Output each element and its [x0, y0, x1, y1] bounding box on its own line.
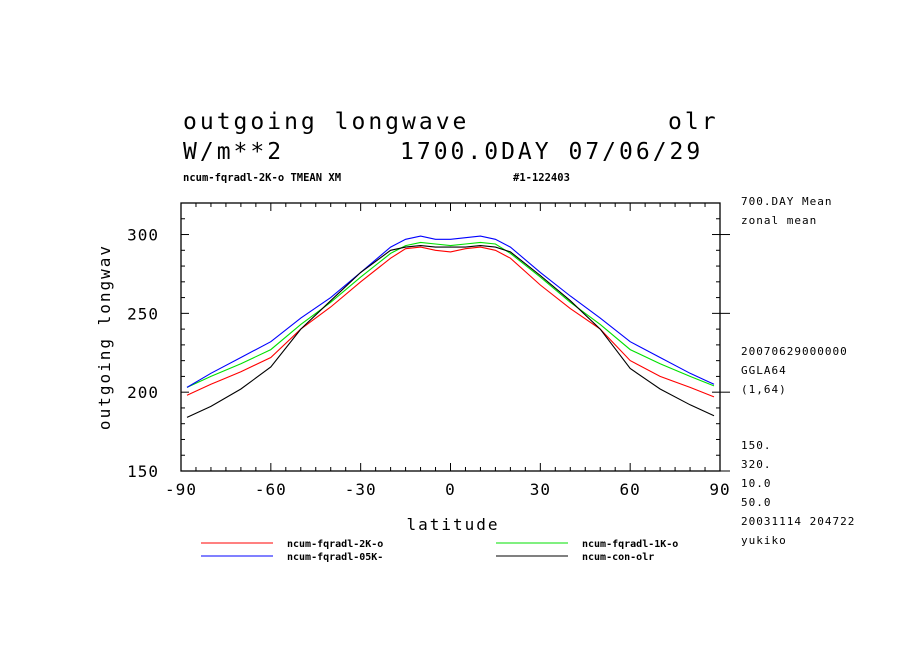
- tick-labels: -90 -60 -30 0 30 60 90 150 200 250 300: [127, 226, 730, 499]
- run-id-label: #1-122403: [513, 172, 570, 184]
- legend-label: ncum-fqradl-2K-o: [287, 539, 383, 550]
- legend-label: ncum-fqradl-1K-o: [582, 539, 678, 550]
- series-line-ncum-fqradl-1K-o: [186, 241, 715, 388]
- y-tick-label: 150: [127, 462, 159, 481]
- legend: ncum-fqradl-2K-o ncum-fqradl-1K-o ncum-fqr…: [201, 539, 678, 563]
- series-lines: [186, 235, 715, 418]
- series-line-ncum-fqradl-2K-o: [186, 246, 715, 398]
- x-tick-label: -30: [345, 480, 377, 499]
- x-tick-label: -90: [165, 480, 197, 499]
- y-tick-label: 300: [127, 226, 159, 245]
- side-info-index: (1,64): [741, 383, 787, 396]
- y-tick-label: 200: [127, 383, 159, 402]
- chart-title: outgoing longwave: [183, 109, 470, 135]
- y-axis-label: outgoing longwav: [95, 244, 114, 430]
- plot-frame: [180, 202, 721, 472]
- side-info-user: yukiko: [741, 534, 787, 547]
- side-info-zonal: zonal mean: [741, 214, 818, 227]
- axis-ticks: [180, 202, 730, 472]
- experiment-label: ncum-fqradl-2K-o TMEAN XM: [183, 172, 342, 184]
- side-info-ymin: 150.: [741, 439, 772, 452]
- x-tick-label: 30: [530, 480, 551, 499]
- side-info-mean: 700.DAY Mean: [741, 195, 833, 208]
- x-tick-label: 90: [709, 480, 730, 499]
- side-info-minor: 10.0: [741, 477, 772, 490]
- legend-label: ncum-fqradl-05K-: [287, 552, 383, 563]
- legend-label: ncum-con-olr: [582, 552, 654, 563]
- date-label: 1700.0DAY 07/06/29: [400, 139, 704, 165]
- side-info-timestamp: 20070629000000: [741, 345, 848, 358]
- x-tick-label: 60: [620, 480, 641, 499]
- variable-name: olr: [668, 109, 719, 135]
- x-tick-label: 0: [445, 480, 456, 499]
- series-line-ncum-con-olr: [186, 245, 715, 418]
- x-tick-label: -60: [255, 480, 287, 499]
- units-label: W/m**2: [183, 139, 285, 165]
- x-axis-label: latitude: [406, 515, 499, 534]
- side-info-major: 50.0: [741, 496, 772, 509]
- side-info-created: 20031114 204722: [741, 515, 856, 528]
- series-line-ncum-fqradl-05K-: [186, 235, 715, 388]
- side-info-ymax: 320.: [741, 458, 772, 471]
- side-info-grid: GGLA64: [741, 364, 787, 377]
- y-tick-label: 250: [127, 304, 159, 323]
